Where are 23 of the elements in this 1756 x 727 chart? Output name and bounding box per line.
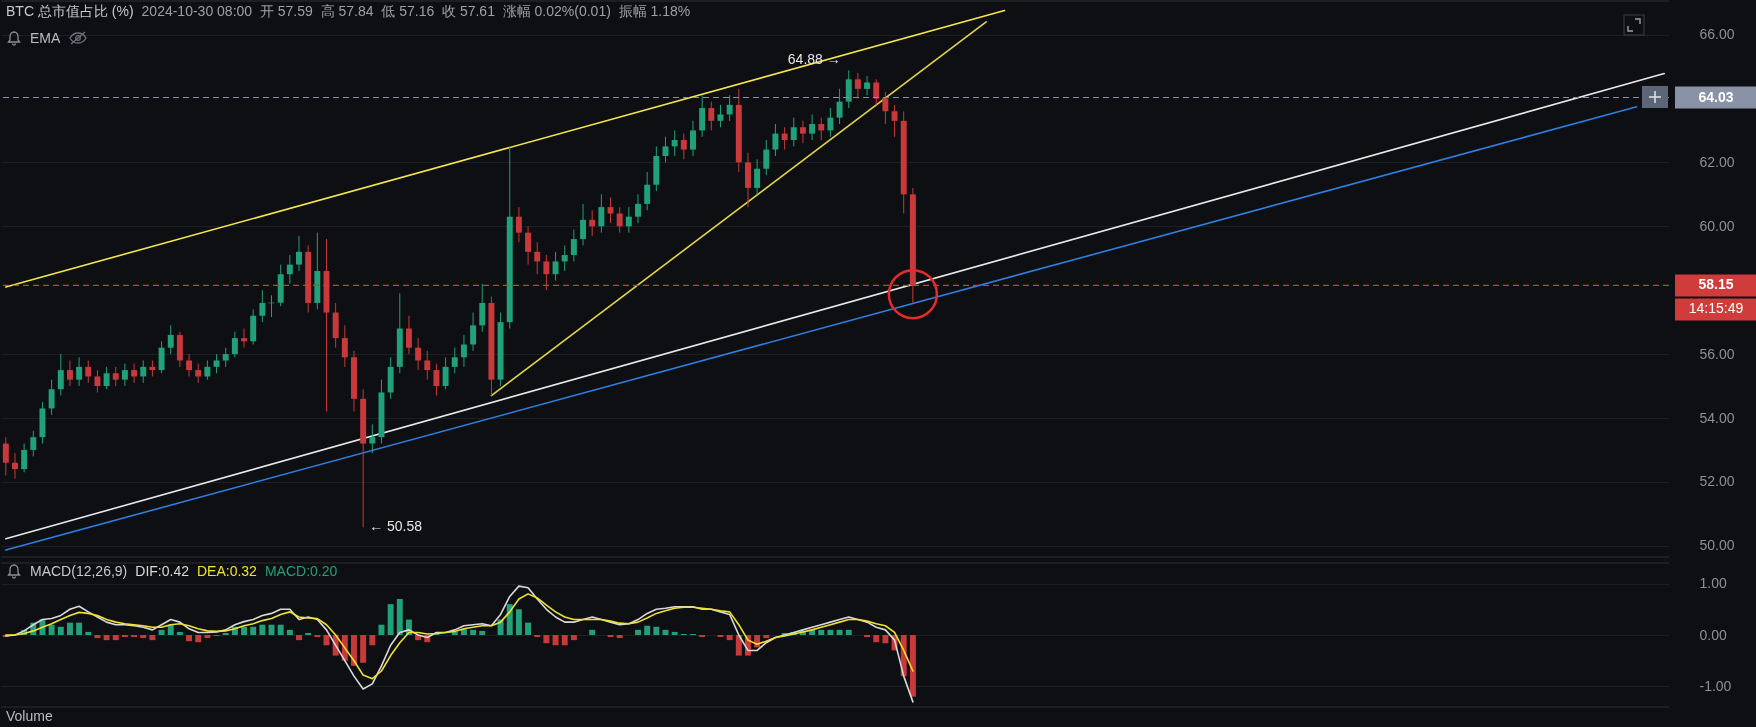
- y-tick-label: 56.00: [1699, 345, 1735, 362]
- chart-title: BTC 总市值占比 (%): [6, 3, 134, 21]
- y-tick-label: 50.00: [1699, 537, 1735, 554]
- text: Volume: [6, 708, 53, 724]
- y-tick-label: 52.00: [1699, 473, 1735, 490]
- text: DEA:0.32: [196, 563, 257, 579]
- y-tick-label: 54.00: [1699, 409, 1735, 426]
- ref-line-label: 64.03: [1698, 88, 1734, 105]
- text: DIF:0.42: [135, 563, 189, 579]
- chart-title: MACD(12,26,9): [30, 563, 128, 579]
- annotation: 64.88 →: [787, 51, 841, 68]
- chart-subtitle: 2024-10-30 08:00 开 57.59 高 57.84 低 57.16 收 57.61 涨幅 0.02%(0.01) 振幅 1.18%: [141, 3, 691, 21]
- y-tick-label: 1.00: [1699, 575, 1727, 592]
- ref-line-label: 58.15: [1698, 276, 1734, 293]
- text: 14:15:49: [1688, 300, 1744, 317]
- y-tick-label: 66.00: [1699, 26, 1735, 43]
- y-tick-label: 60.00: [1699, 217, 1735, 234]
- y-tick-label: 62.00: [1699, 153, 1735, 170]
- text: MACD:0.20: [264, 563, 338, 579]
- y-tick-label: -1.00: [1699, 677, 1732, 694]
- y-tick-label: 0.00: [1699, 626, 1727, 643]
- annotation: EMA: [30, 30, 61, 46]
- annotation: ← 50.58: [369, 518, 423, 535]
